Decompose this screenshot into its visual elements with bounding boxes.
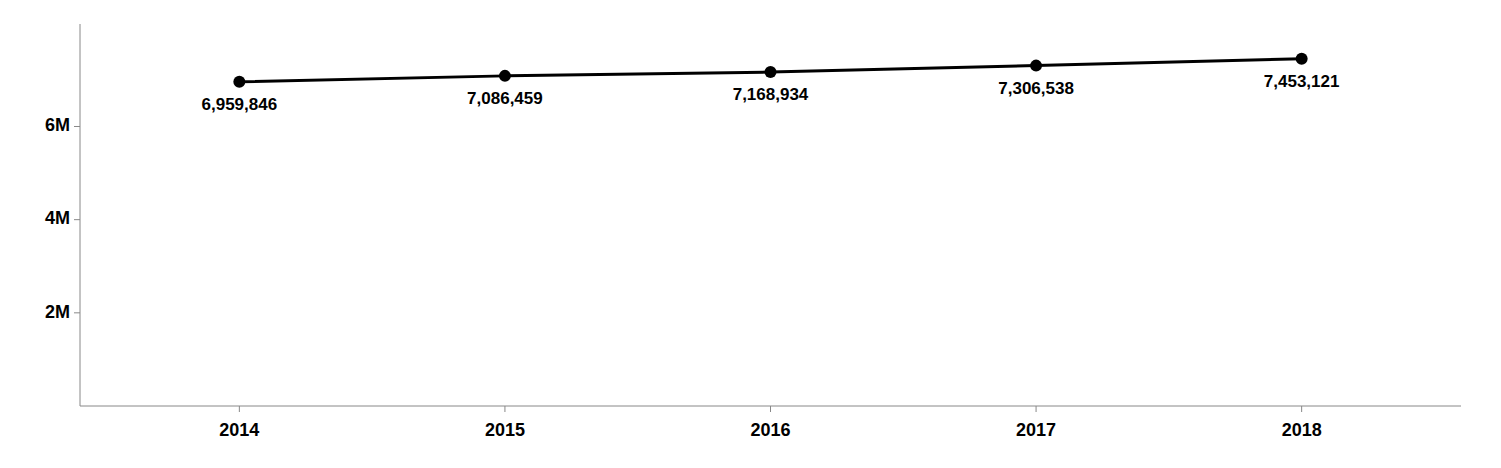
marker — [1030, 60, 1042, 72]
data-group — [233, 53, 1307, 88]
y-tick — [74, 219, 80, 220]
data-label: 7,306,538 — [998, 79, 1074, 98]
axes: 2M 4M 6M 2014 2015 2016 2017 2018 — [45, 24, 1461, 440]
data-label: 7,453,121 — [1264, 72, 1340, 91]
page: {"chart_data": {"type": "line", "x": [20… — [0, 0, 1501, 468]
x-tick — [1036, 406, 1037, 412]
x-tick — [239, 406, 240, 412]
data-label: 6,959,846 — [202, 95, 278, 114]
marker — [233, 76, 245, 88]
chart-container: 2M 4M 6M 2014 2015 2016 2017 2018 6,959,846 7,086… — [0, 0, 1501, 468]
data-labels: 6,959,846 7,086,459 7,168,934 7,306,538 7,45… — [202, 72, 1340, 114]
line — [239, 59, 1301, 82]
y-tick — [74, 126, 80, 127]
marker — [765, 66, 777, 78]
marker — [1296, 53, 1308, 65]
x-tick — [1301, 406, 1302, 412]
y-tick-label: 4M — [45, 208, 70, 228]
chart-svg: 2M 4M 6M 2014 2015 2016 2017 2018 6,959,846 7,086… — [0, 0, 1501, 468]
y-tick-label: 2M — [45, 302, 70, 322]
data-label: 7,168,934 — [733, 85, 809, 104]
x-tick — [770, 406, 771, 412]
x-tick-label: 2016 — [750, 420, 790, 440]
x-tick — [504, 406, 505, 412]
y-tick — [74, 312, 80, 313]
x-tick-label: 2017 — [1016, 420, 1056, 440]
x-tick-label: 2014 — [219, 420, 259, 440]
x-tick-label: 2015 — [485, 420, 525, 440]
marker — [499, 70, 511, 82]
y-tick-label: 6M — [45, 115, 70, 135]
data-label: 7,086,459 — [467, 89, 543, 108]
y-axis-line — [80, 24, 81, 406]
x-tick-label: 2018 — [1282, 420, 1322, 440]
